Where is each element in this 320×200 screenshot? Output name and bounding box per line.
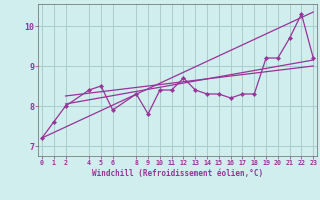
X-axis label: Windchill (Refroidissement éolien,°C): Windchill (Refroidissement éolien,°C) — [92, 169, 263, 178]
